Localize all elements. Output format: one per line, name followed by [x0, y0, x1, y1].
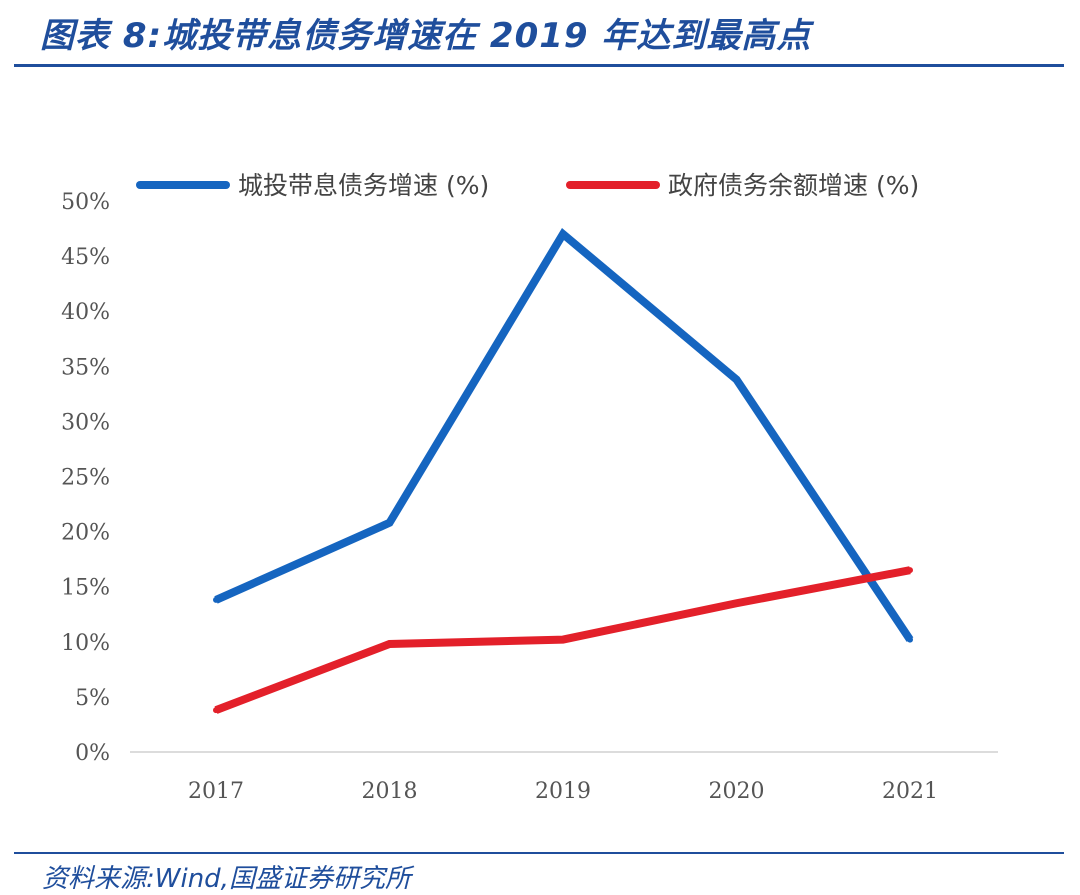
legend-label: 政府债务余额增速 (%): [668, 171, 919, 200]
y-tick-label: 30%: [61, 410, 110, 435]
series-1: [213, 227, 914, 643]
y-tick-label: 20%: [61, 521, 110, 546]
y-tick-label: 0%: [75, 741, 110, 766]
data-point: [560, 231, 566, 238]
legend-item: 政府债务余额增速 (%): [566, 171, 919, 200]
y-tick-label: 25%: [61, 466, 110, 491]
y-tick-label: 35%: [61, 355, 110, 380]
y-tick-label: 45%: [61, 245, 110, 270]
data-point: [213, 596, 219, 603]
legend-item: 城投带息债务增速 (%): [136, 171, 489, 200]
x-tick-label: 2017: [188, 779, 244, 804]
x-tick-label: 2021: [882, 779, 938, 804]
x-axis: 2017 2018 2019 2020 2021: [130, 751, 998, 804]
title-divider: [14, 64, 1064, 67]
data-point: [733, 600, 740, 607]
chart-legend: 城投带息债务增速 (%) 政府债务余额增速 (%): [136, 171, 919, 200]
data-point: [386, 641, 393, 648]
x-tick-label: 2018: [362, 779, 418, 804]
series-layer: [213, 227, 914, 714]
y-tick-label: 50%: [61, 190, 110, 215]
data-point: [733, 376, 740, 383]
data-point: [560, 636, 566, 643]
x-tick-label: 2019: [535, 779, 591, 804]
data-point: [386, 519, 393, 526]
y-tick-label: 10%: [61, 631, 110, 656]
legend-label: 城投带息债务增速 (%): [238, 171, 489, 200]
y-tick-label: 40%: [61, 300, 110, 325]
y-tick-label: 5%: [75, 686, 110, 711]
line-chart: 城投带息债务增速 (%) 政府债务余额增速 (%) 0% 5% 10% 15% 20% 25…: [61, 171, 998, 804]
data-point: [907, 636, 913, 643]
footer-divider: [14, 852, 1064, 854]
data-point: [907, 567, 913, 574]
y-tick-label: 15%: [61, 576, 110, 601]
y-axis: 0% 5% 10% 15% 20% 25% 30% 35% 40% 45% 50%: [61, 190, 110, 766]
source-note: 资料来源:Wind,国盛证券研究所: [42, 864, 411, 894]
data-point: [213, 707, 219, 714]
figure-title: 图表 8:城投带息债务增速在 2019 年达到最高点: [40, 16, 812, 56]
series-line: [214, 227, 914, 642]
x-tick-label: 2020: [709, 779, 765, 804]
series-2: [213, 566, 913, 714]
